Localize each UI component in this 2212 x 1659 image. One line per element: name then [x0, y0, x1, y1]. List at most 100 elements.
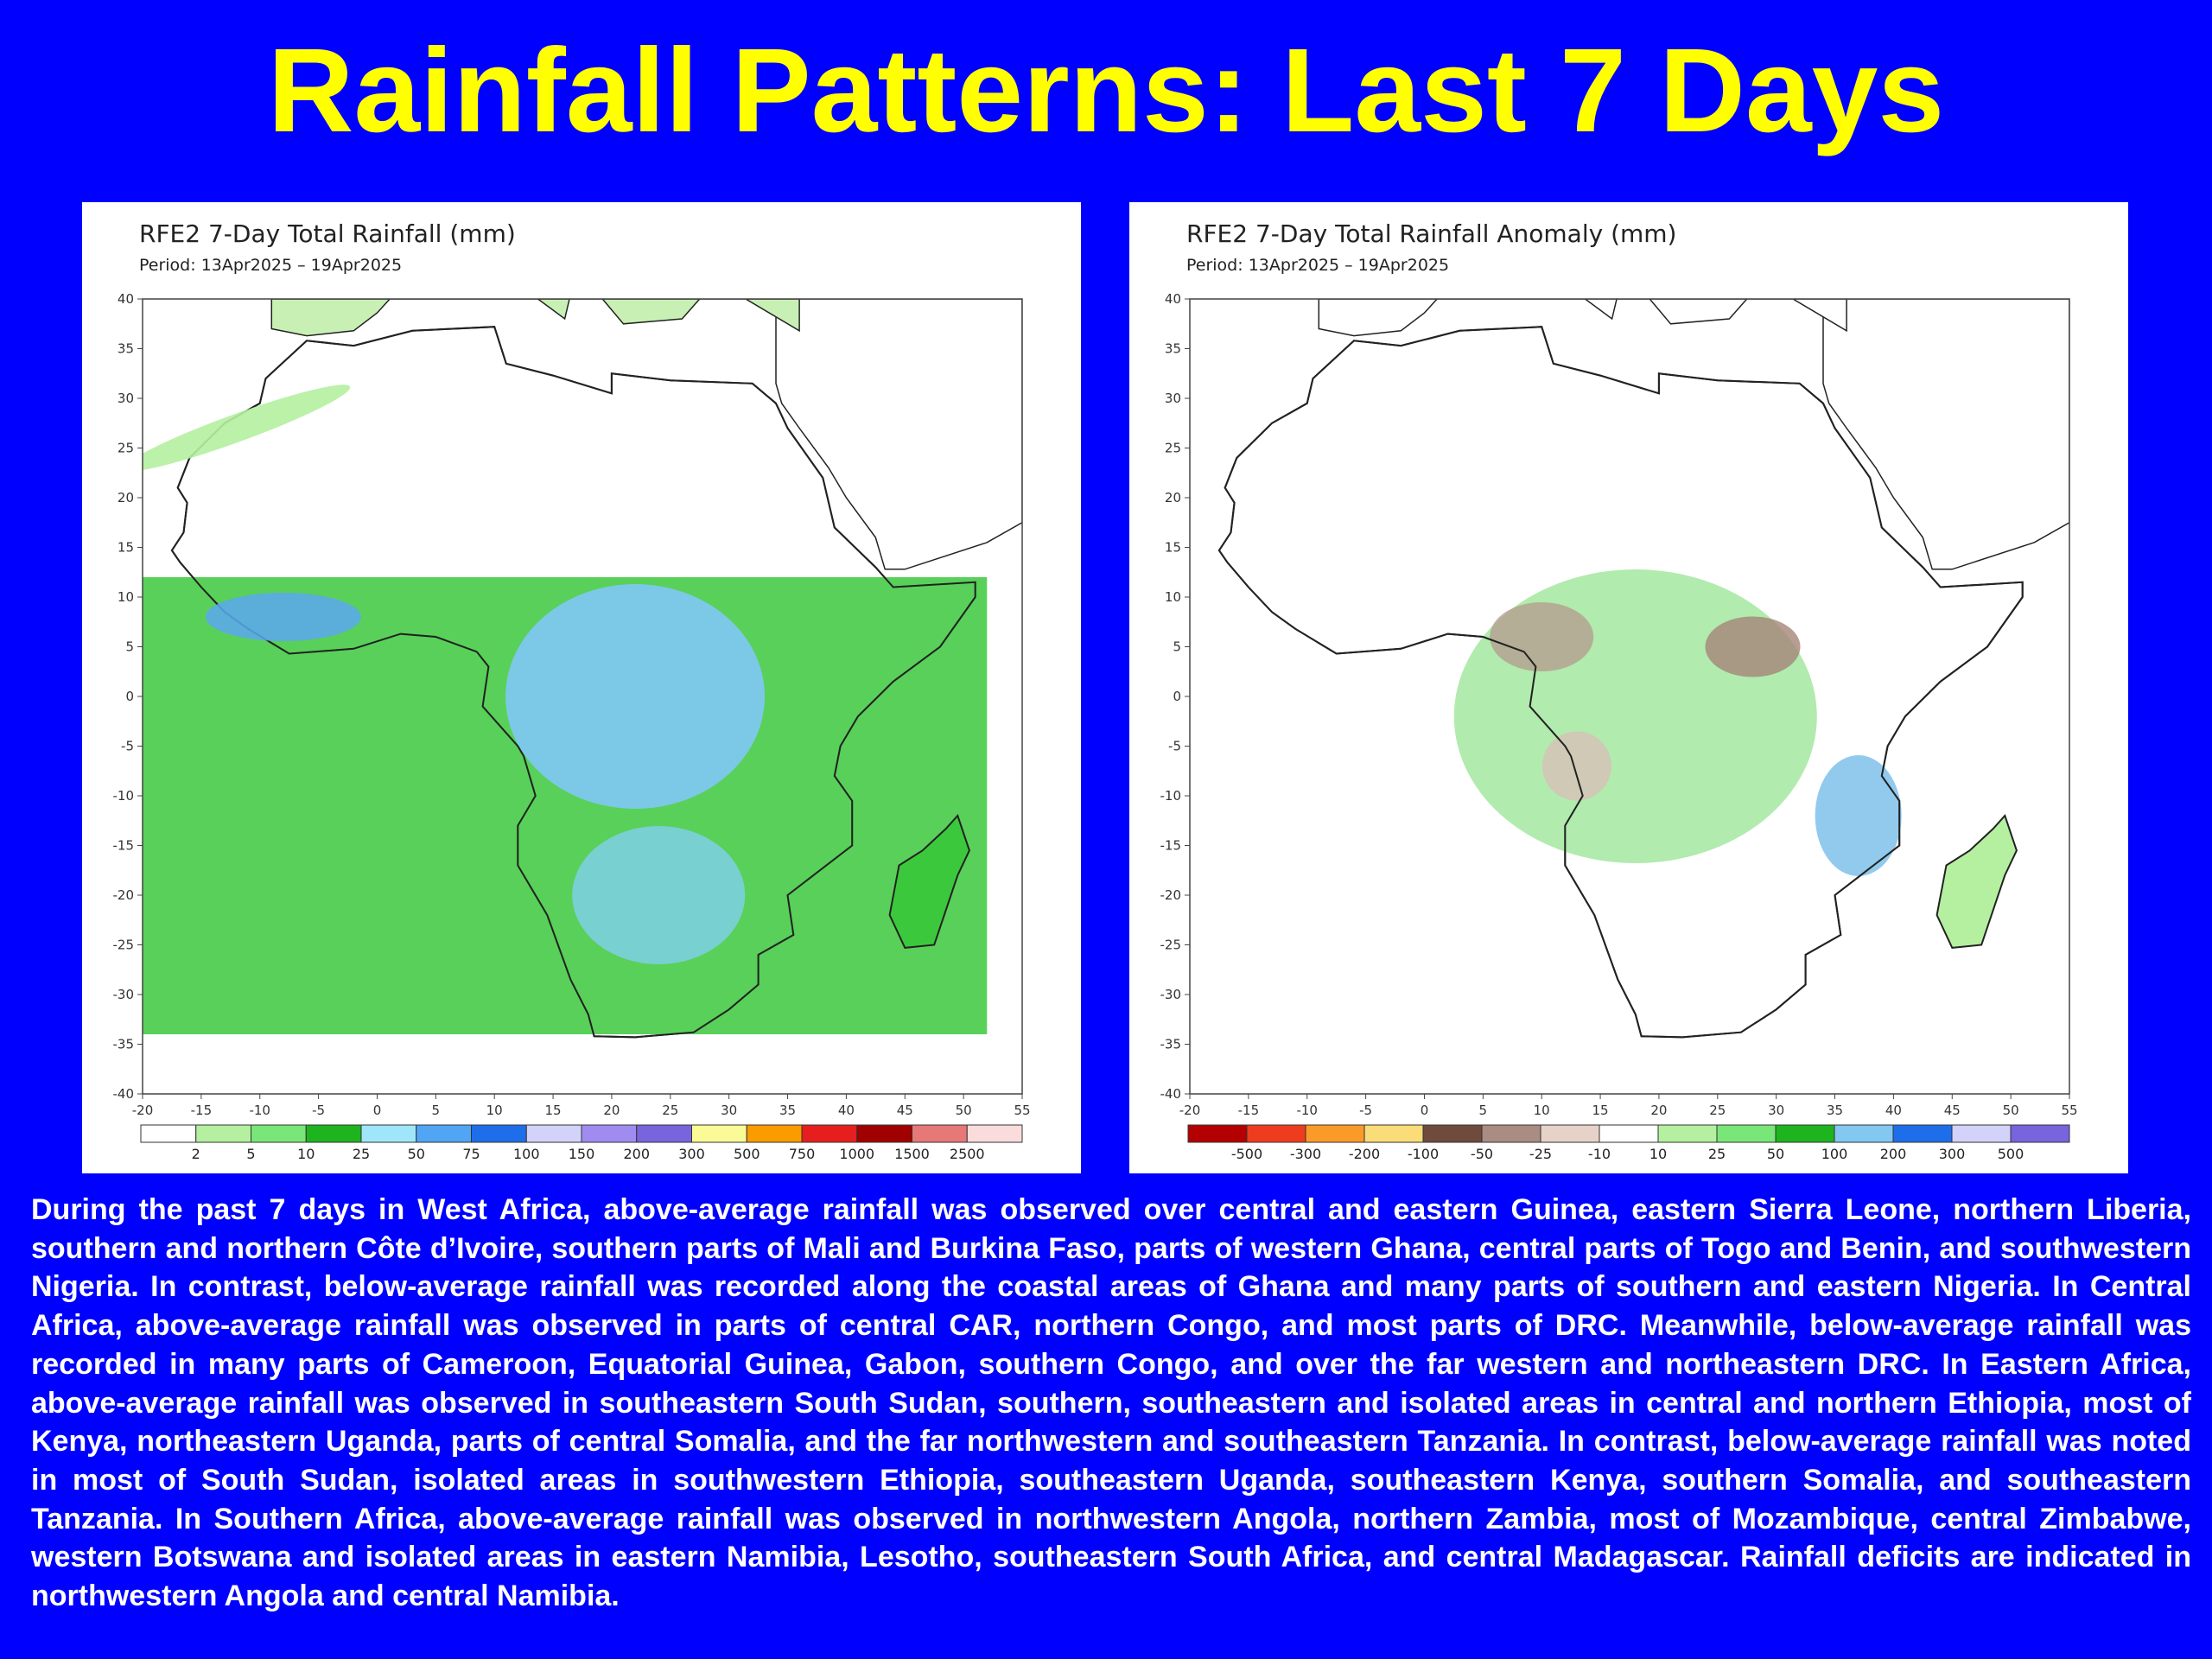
legend-color-box	[1834, 1124, 1894, 1143]
legend-color-box	[856, 1124, 912, 1143]
lat-tick-label: -40	[113, 1086, 135, 1102]
lon-tick-label: 45	[897, 1103, 913, 1118]
lon-tick-label: 55	[1014, 1103, 1030, 1118]
africa-outline	[1217, 326, 2024, 1039]
legend-label: 25	[1708, 1146, 1726, 1162]
rainfall-anomaly-map: 4035302520151050-5-10-15-20-25-30-35-40-…	[1160, 291, 2078, 1162]
anomaly-dry-southsudan	[1705, 616, 1801, 677]
legend-label: -300	[1290, 1146, 1321, 1162]
legend-color-box	[1657, 1124, 1718, 1143]
rain-streak-northwest	[143, 385, 351, 472]
lat-tick-label: 40	[1165, 291, 1181, 307]
legend-color-box	[636, 1124, 692, 1143]
lat-tick-label: -30	[1160, 987, 1182, 1002]
legend-color-box	[691, 1124, 747, 1143]
legend-color-box	[1422, 1124, 1483, 1143]
lon-tick-label: -15	[1238, 1103, 1260, 1118]
lon-tick-label: 35	[779, 1103, 796, 1118]
legend-label: 100	[1821, 1146, 1848, 1162]
legend-color-box	[966, 1124, 1023, 1143]
legend-label: 1500	[894, 1146, 930, 1162]
legend-label: 10	[1649, 1146, 1667, 1162]
legend-color-box	[416, 1124, 472, 1143]
lat-tick-label: 10	[1165, 589, 1181, 605]
legend-label: 25	[353, 1146, 370, 1162]
lon-tick-label: -20	[132, 1103, 154, 1118]
lat-tick-label: 5	[1173, 639, 1181, 655]
madagascar	[888, 814, 970, 949]
lat-tick-label: -10	[113, 788, 135, 804]
lon-tick-label: -20	[1179, 1103, 1201, 1118]
legend-label: -100	[1408, 1146, 1439, 1162]
legend-label: 5	[246, 1146, 255, 1162]
anomaly-dry-nigeria	[1490, 602, 1594, 671]
legend-color-box	[1187, 1124, 1248, 1143]
map-period: Period: 13Apr2025 – 19Apr2025	[139, 256, 402, 275]
lon-tick-label: -5	[1359, 1103, 1372, 1118]
anomaly-wet-mozambique	[1815, 755, 1902, 876]
legend-color-box	[746, 1124, 803, 1143]
lat-tick-label: 20	[1165, 490, 1181, 505]
southern-europe	[270, 299, 800, 337]
lon-tick-label: 30	[1768, 1103, 1784, 1118]
lat-tick-label: 15	[1165, 540, 1181, 556]
lon-tick-label: -5	[312, 1103, 325, 1118]
lon-tick-label: 55	[2061, 1103, 2077, 1118]
legend-color-box	[912, 1124, 968, 1143]
map-title: RFE2 7-Day Total Rainfall Anomaly (mm)	[1186, 219, 1677, 248]
lat-tick-label: 35	[118, 341, 134, 357]
madagascar	[1936, 814, 2018, 949]
lat-tick-label: 35	[1165, 341, 1181, 357]
legend-label: -10	[1588, 1146, 1611, 1162]
lat-tick-label: 20	[118, 490, 134, 505]
legend-color-box	[1716, 1124, 1777, 1143]
africa-outline	[170, 326, 976, 1039]
legend-label: -200	[1349, 1146, 1380, 1162]
legend-color-box	[1246, 1124, 1306, 1143]
legend-color-box	[1599, 1124, 1659, 1143]
legend-label: -500	[1231, 1146, 1262, 1162]
map-land-group	[1217, 299, 2069, 1039]
lon-tick-label: 20	[1650, 1103, 1667, 1118]
map-land-group	[143, 299, 1022, 1039]
lon-tick-label: 25	[662, 1103, 678, 1118]
lon-tick-label: 5	[432, 1103, 441, 1118]
lat-tick-label: 10	[118, 589, 134, 605]
legend-label: 100	[513, 1146, 540, 1162]
slide-title: Rainfall Patterns: Last 7 Days	[267, 24, 1945, 157]
lat-tick-label: -35	[113, 1037, 135, 1052]
rainfall-total-map: 4035302520151050-5-10-15-20-25-30-35-40-…	[113, 291, 1031, 1162]
legend-label: 50	[1767, 1146, 1784, 1162]
legend-label: 2500	[950, 1146, 985, 1162]
legend-color-box	[525, 1124, 582, 1143]
legend-color-box	[471, 1124, 527, 1143]
legend-label: 75	[462, 1146, 480, 1162]
legend-label: 10	[297, 1146, 315, 1162]
legend-label: 500	[734, 1146, 760, 1162]
lat-tick-label: -20	[113, 887, 135, 903]
lat-tick-label: -5	[121, 739, 134, 754]
lat-tick-label: -25	[1160, 938, 1182, 953]
lat-tick-label: 25	[118, 441, 134, 456]
lat-tick-label: 15	[118, 540, 134, 556]
arabian-peninsula	[1822, 299, 2069, 570]
lon-tick-label: 15	[1592, 1103, 1609, 1118]
legend-color-box	[1305, 1124, 1365, 1143]
legend-color-box	[251, 1124, 307, 1143]
legend-color-box	[1892, 1124, 1953, 1143]
period-label: Period:	[139, 256, 196, 275]
rainfall-anomaly-map-panel: 40 35 30 25 20 15 10 5 0 -5 -10 -15 -20 -25 -30 -35 -40-…	[1129, 202, 2128, 1173]
summary-paragraph: During the past 7 days in West Africa, a…	[31, 1193, 2191, 1613]
lat-tick-label: 0	[125, 689, 134, 704]
lon-tick-label: 10	[486, 1103, 503, 1118]
legend-label: -25	[1529, 1146, 1552, 1162]
legend-label: 500	[1998, 1146, 2024, 1162]
legend-color-box	[195, 1124, 251, 1143]
lat-tick-label: -15	[1160, 838, 1182, 854]
anomaly-dry-angola	[1541, 731, 1611, 801]
arabian-peninsula	[775, 299, 1022, 570]
legend-color-box	[360, 1124, 417, 1143]
lat-tick-label: -20	[1160, 887, 1182, 903]
lon-tick-label: 15	[545, 1103, 562, 1118]
legend-label: 200	[623, 1146, 650, 1162]
